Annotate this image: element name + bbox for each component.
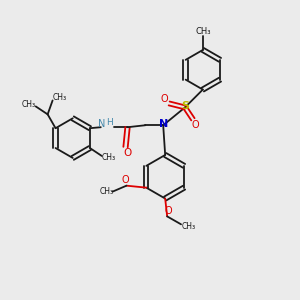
Text: O: O [160,94,168,104]
Text: O: O [191,120,199,130]
Text: O: O [122,175,129,185]
Text: H: H [106,118,113,127]
Text: S: S [181,101,189,111]
Text: N: N [159,119,168,129]
Text: CH₃: CH₃ [195,27,211,36]
Text: N: N [98,119,106,129]
Text: CH₃: CH₃ [182,222,196,231]
Text: O: O [123,148,132,158]
Text: CH₃: CH₃ [22,100,36,109]
Text: CH₃: CH₃ [52,93,67,102]
Text: CH₃: CH₃ [100,187,114,196]
Text: O: O [164,206,172,216]
Text: CH₃: CH₃ [102,153,116,162]
